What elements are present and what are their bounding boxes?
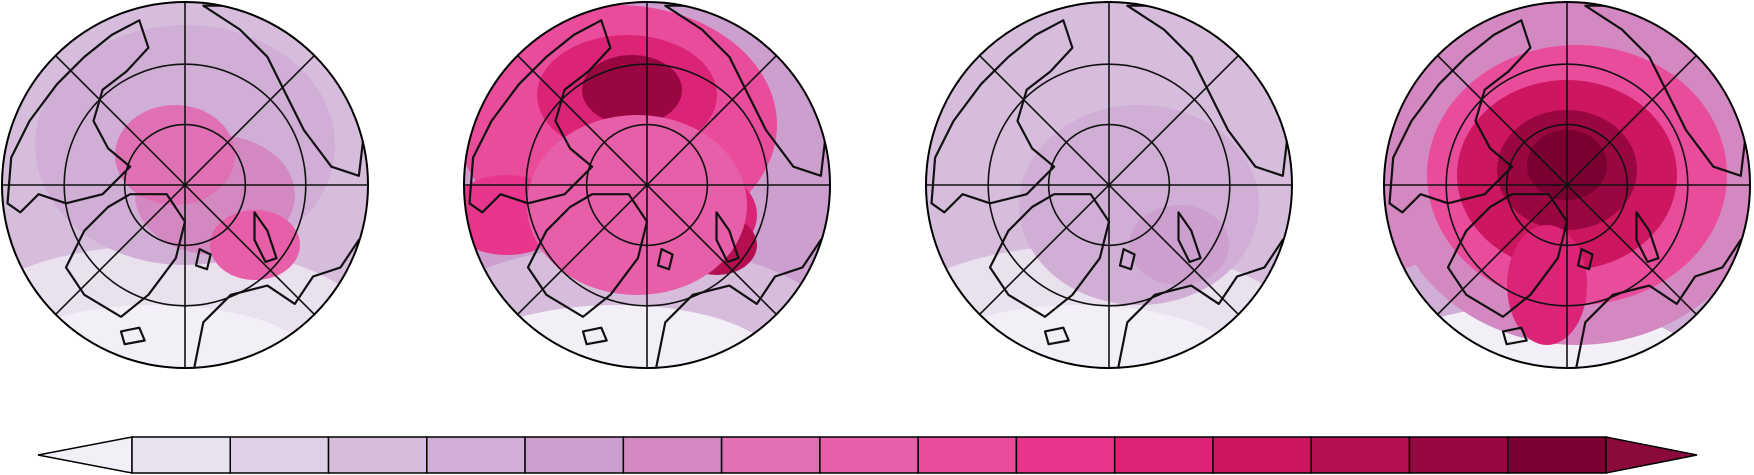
colorbar-extend-max xyxy=(1605,436,1698,474)
map-field xyxy=(2,2,368,368)
map-panel xyxy=(1383,1,1751,369)
coastline xyxy=(1177,211,1202,263)
coastline xyxy=(1501,326,1528,346)
coastline xyxy=(1635,211,1660,263)
field-contour xyxy=(1019,105,1259,305)
coastline xyxy=(526,193,649,318)
map-border xyxy=(463,1,831,369)
colorbar-bin xyxy=(131,436,232,474)
coastline xyxy=(6,19,150,214)
coastline xyxy=(581,326,608,346)
coastline xyxy=(930,19,1074,214)
field-contour xyxy=(115,105,235,205)
meridian-line xyxy=(55,55,315,315)
coastline xyxy=(1576,248,1594,271)
map-border xyxy=(1383,1,1751,369)
map-panel xyxy=(1,1,369,369)
map-border xyxy=(925,1,1293,369)
colorbar-bin xyxy=(426,436,526,474)
map-border xyxy=(1,1,369,369)
colorbar-bin xyxy=(1113,436,1214,474)
coastline xyxy=(468,19,612,214)
graticule xyxy=(464,2,830,368)
colorbar-bin xyxy=(1015,436,1116,474)
colorbar-bin xyxy=(229,436,330,474)
colorbar xyxy=(37,436,1698,474)
meridian-line xyxy=(1437,55,1697,315)
coastline xyxy=(194,248,212,271)
coastline xyxy=(1118,248,1136,271)
coastline xyxy=(715,211,740,263)
coastline xyxy=(119,326,146,346)
coastline xyxy=(1388,19,1532,214)
colorbar-bin xyxy=(622,436,723,474)
graticule xyxy=(926,2,1292,368)
field-contour xyxy=(1507,225,1587,345)
colorbar-bin xyxy=(1212,436,1312,474)
graticule xyxy=(2,2,368,368)
coastline xyxy=(253,211,278,263)
field-contour xyxy=(582,55,682,125)
coastline xyxy=(1446,193,1569,318)
meridian-line xyxy=(517,55,777,315)
colorbar-bin xyxy=(524,436,625,474)
graticule xyxy=(1384,2,1750,368)
coastline xyxy=(1043,326,1070,346)
meridian-line xyxy=(979,55,1239,315)
colorbar-bin xyxy=(1506,436,1607,474)
colorbar-bin xyxy=(819,436,919,474)
coastline xyxy=(656,248,674,271)
colorbar-extend-min xyxy=(37,436,133,474)
map-panel xyxy=(463,1,831,369)
colorbar-bin xyxy=(1310,436,1411,474)
colorbar-bin xyxy=(917,436,1018,474)
colorbar-bin xyxy=(327,436,428,474)
map-panel xyxy=(925,1,1293,369)
coastline xyxy=(64,193,187,318)
map-panels xyxy=(1,1,1751,369)
colorbar-bin xyxy=(720,436,821,474)
colorbar-bin xyxy=(1408,436,1509,474)
coastline xyxy=(988,193,1111,318)
